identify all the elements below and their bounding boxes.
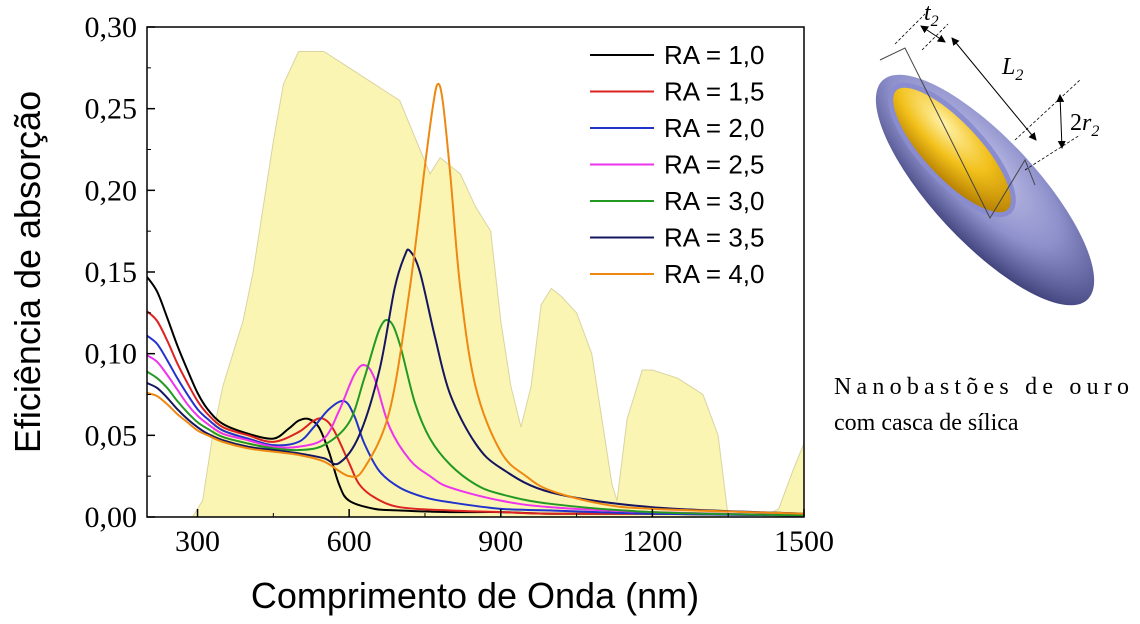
series-line-5 (147, 318, 804, 517)
series-line-3 (147, 334, 804, 517)
y-tick-label: 0,30 (85, 11, 138, 44)
series-lines (147, 82, 804, 517)
y-axis: 0,00 0,05 0,10 0,15 0,20 0,25 0,30 (85, 11, 155, 534)
y-tick-label: 0,05 (85, 419, 138, 452)
legend-label: RA = 4,0 (664, 259, 764, 289)
x-axis: 300 600 900 1200 1500 (175, 509, 834, 558)
legend-label: RA = 2,5 (664, 150, 764, 180)
legend-label: RA = 2,0 (664, 113, 764, 143)
x-tick-label: 900 (478, 525, 523, 558)
dim-guide (894, 13, 926, 45)
dim-guide (1024, 134, 1081, 171)
nanorod-illustration: t2 L2 2r2 (875, 0, 1099, 306)
legend-label: RA = 3,5 (664, 223, 764, 253)
y-tick-label: 0,10 (85, 338, 138, 371)
caption-line-1: Nanobastões de ouro (834, 374, 1129, 400)
series-line-7 (147, 82, 804, 515)
x-axis-title: Comprimento de Onda (nm) (251, 575, 699, 616)
y-tick-label: 0,15 (85, 256, 138, 289)
legend: RA = 1,0 RA = 1,5 RA = 2,0 RA = 2,5 RA = 3,0… (590, 40, 764, 289)
x-tick-label: 600 (327, 525, 372, 558)
series-line-6 (147, 248, 804, 515)
x-tick-label: 300 (175, 525, 220, 558)
legend-label: RA = 3,0 (664, 186, 764, 216)
legend-label: RA = 1,5 (664, 77, 764, 107)
thickness-arrow (920, 25, 946, 43)
series-line-4 (147, 354, 804, 517)
radius-label: 2r2 (1070, 110, 1099, 140)
length-label: L2 (1001, 54, 1023, 84)
x-tick-label: 1500 (774, 525, 834, 558)
thickness-label: t2 (924, 0, 939, 30)
length-arrow (951, 37, 1037, 141)
x-tick-label: 1200 (622, 525, 682, 558)
y-axis-title: Eficiência de absorção (7, 91, 48, 453)
cut-edge (879, 47, 1036, 220)
legend-label: RA = 1,0 (664, 40, 764, 70)
y-tick-label: 0,20 (85, 174, 138, 207)
y-tick-label: 0,25 (85, 93, 138, 126)
radius-arrow (1056, 94, 1066, 149)
y-tick-label: 0,00 (85, 501, 138, 534)
caption-line-2: com casca de sílica (834, 410, 1019, 436)
